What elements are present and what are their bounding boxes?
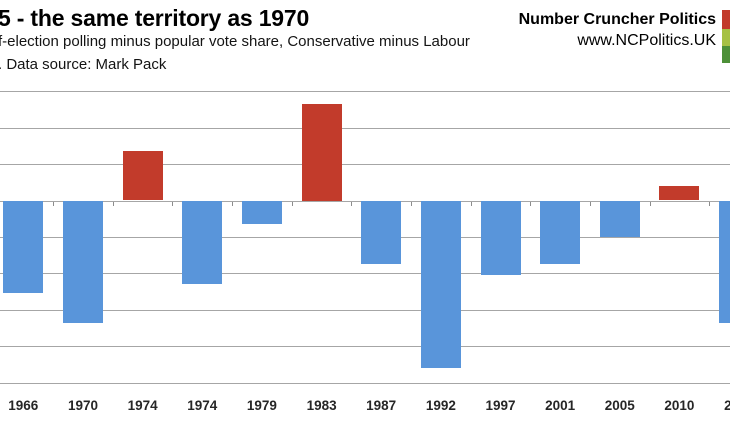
page-title: 5 - the same territory as 1970 xyxy=(0,5,310,31)
bar-1997-8 xyxy=(480,200,521,276)
x-axis-label-2005: 2005 xyxy=(604,398,635,413)
gridline xyxy=(0,127,730,129)
bar-1974-2 xyxy=(122,151,163,201)
axis-tick xyxy=(351,201,353,206)
axis-tick xyxy=(291,201,293,206)
bar-2001-9 xyxy=(540,200,581,265)
subtitle-line: f-election polling minus popular vote sh… xyxy=(0,33,470,50)
x-axis-label-2010: 2010 xyxy=(664,398,695,413)
x-axis-label-1970: 1970 xyxy=(67,398,99,413)
x-axis-label-1974: 1974 xyxy=(187,398,218,413)
brand-url: www.NCPolitics.UK xyxy=(577,32,716,49)
axis-tick xyxy=(530,201,532,206)
x-axis-label-1966: 1966 xyxy=(8,398,39,413)
axis-tick xyxy=(411,201,412,206)
bar-2010-11 xyxy=(659,185,700,201)
axis-tick xyxy=(470,201,472,206)
bar-1974-3 xyxy=(182,200,223,285)
logo-stripe-yellowgreen xyxy=(722,29,730,46)
x-axis-label-1974: 1974 xyxy=(127,398,158,413)
logo-stripe-red xyxy=(722,10,730,29)
logo-stripe-green xyxy=(722,46,730,63)
axis-tick xyxy=(172,201,174,206)
bar-1966-0 xyxy=(3,200,44,294)
bar-1983-5 xyxy=(301,104,342,201)
gridline xyxy=(0,273,730,275)
x-axis-label-1987: 1987 xyxy=(366,398,397,413)
x-axis-label-1979: 1979 xyxy=(246,398,277,413)
axis-tick xyxy=(53,201,55,206)
axis-tick xyxy=(232,201,234,206)
gridline xyxy=(0,346,730,348)
x-axis-label-1992: 1992 xyxy=(425,398,456,413)
axis-tick xyxy=(649,201,651,206)
gridline xyxy=(0,164,730,166)
gridline xyxy=(0,309,730,311)
bar-1992-7 xyxy=(420,200,461,369)
bar-2005-10 xyxy=(599,200,640,237)
gridline xyxy=(0,382,730,384)
bar-2015-12 xyxy=(719,200,730,323)
x-axis-label-1997: 1997 xyxy=(485,398,516,413)
brand-name: Number Cruncher Politics xyxy=(518,11,716,28)
x-axis-label-2001: 2001 xyxy=(545,398,576,413)
x-axis-label-2015: 2015 xyxy=(724,398,730,413)
source-line: . Data source: Mark Pack xyxy=(0,56,167,73)
gridline xyxy=(0,91,730,93)
bar-1979-4 xyxy=(241,200,282,225)
axis-tick xyxy=(112,201,114,206)
bar-1987-6 xyxy=(361,200,402,265)
brand-logo-icon xyxy=(722,10,730,63)
x-axis-label-1983: 1983 xyxy=(306,398,337,413)
axis-tick xyxy=(590,201,591,206)
axis-tick xyxy=(709,201,711,206)
bar-1970-1 xyxy=(63,200,103,323)
